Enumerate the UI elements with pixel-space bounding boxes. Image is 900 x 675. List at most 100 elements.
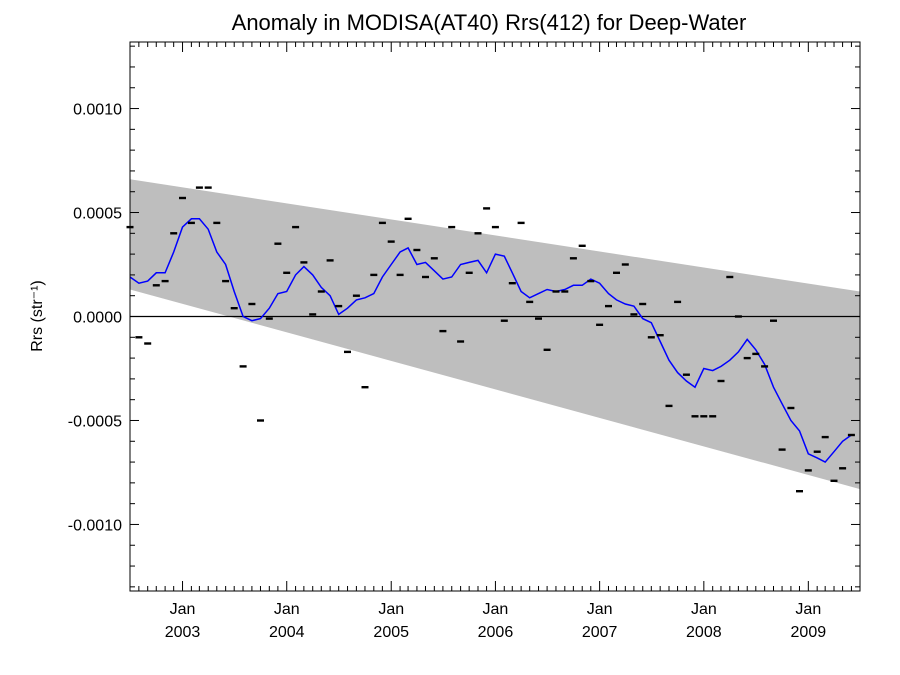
y-axis-label: Rrs (str⁻¹) [29, 280, 46, 352]
data-point [413, 248, 421, 252]
data-point [135, 336, 143, 339]
data-point [257, 419, 264, 422]
data-point [734, 315, 742, 318]
data-point [569, 257, 577, 260]
data-point [465, 271, 473, 274]
data-point [535, 317, 542, 320]
data-point [517, 221, 525, 225]
data-point [813, 450, 821, 453]
data-point [596, 323, 604, 326]
data-point [605, 304, 612, 308]
data-point [152, 284, 160, 287]
x-tick-label-year: 2003 [165, 624, 201, 641]
data-point [265, 317, 273, 320]
data-point [543, 348, 551, 351]
x-tick-label-month: Jan [795, 601, 821, 618]
data-point [674, 300, 682, 304]
data-point [847, 433, 855, 437]
data-point [830, 479, 838, 482]
data-point [500, 319, 508, 322]
data-point [804, 469, 812, 472]
data-point [691, 415, 699, 418]
data-point [335, 304, 343, 308]
data-point [491, 225, 499, 229]
data-point [396, 273, 404, 277]
y-tick-label: -0.0010 [68, 517, 122, 534]
data-point [665, 404, 673, 408]
data-point [483, 207, 491, 210]
axis-ticks-layer [129, 42, 861, 591]
data-point [317, 290, 325, 293]
data-point [639, 302, 647, 306]
data-point [300, 261, 308, 264]
data-point [700, 415, 708, 418]
data-point [508, 282, 516, 285]
x-tick-labels: Jan 2003 Jan 2004 Jan 2005 Jan 2006 Jan 2007 Jan 20… [165, 601, 826, 641]
data-point [552, 290, 560, 293]
data-point [274, 242, 282, 245]
x-tick-label-month: Jan [587, 601, 613, 618]
data-point [561, 290, 569, 293]
data-points-layer [126, 186, 855, 493]
data-point [796, 490, 803, 493]
data-point [761, 365, 769, 368]
data-point [309, 313, 317, 316]
data-point [170, 232, 178, 235]
data-point [787, 406, 795, 410]
data-point [378, 221, 386, 225]
confidence-band-layer [130, 179, 860, 490]
data-point [457, 340, 465, 343]
data-point [439, 329, 447, 333]
data-point [587, 279, 595, 283]
data-point [230, 307, 238, 310]
data-point [222, 279, 230, 283]
data-point [370, 273, 378, 277]
data-point [283, 271, 291, 274]
data-point [448, 225, 456, 229]
data-point [326, 259, 334, 262]
data-point [647, 336, 655, 339]
x-tick-label-month: Jan [691, 601, 717, 618]
data-point [361, 386, 369, 389]
data-point [474, 232, 482, 235]
data-point [161, 279, 169, 283]
data-point [248, 302, 256, 306]
data-point [778, 448, 786, 451]
data-point [526, 300, 534, 304]
x-tick-label-month: Jan [170, 601, 196, 618]
x-tick-label-year: 2008 [686, 624, 722, 641]
data-point [752, 352, 760, 356]
data-point [430, 257, 438, 260]
data-point [839, 467, 847, 470]
x-tick-label-month: Jan [274, 601, 300, 618]
data-point [292, 225, 300, 229]
data-point [717, 379, 725, 383]
data-point [578, 244, 586, 247]
data-point [709, 415, 717, 418]
data-point [613, 271, 620, 274]
data-point [195, 186, 203, 189]
data-point [682, 373, 690, 376]
data-point [630, 313, 638, 316]
x-tick-label-year: 2005 [373, 624, 409, 641]
chart-title: Anomaly in MODISA(AT40) Rrs(412) for Dee… [232, 10, 747, 35]
data-point [179, 196, 186, 200]
y-tick-labels: 0.0010 0.0005 0.0000 -0.0005 -0.0010 [68, 102, 122, 535]
x-tick-label-year: 2009 [791, 624, 827, 641]
data-point [422, 275, 429, 279]
x-tick-label-year: 2007 [582, 624, 618, 641]
y-tick-label: 0.0010 [73, 102, 122, 119]
data-point [204, 186, 212, 189]
data-point [621, 263, 629, 266]
data-point [213, 221, 221, 225]
data-point [387, 240, 395, 243]
data-point [821, 435, 829, 439]
data-point [144, 342, 152, 345]
data-point [770, 319, 777, 322]
confidence-band [130, 179, 860, 490]
data-point [352, 294, 360, 297]
data-point [726, 275, 734, 279]
data-point [656, 334, 664, 337]
data-point [187, 221, 195, 225]
